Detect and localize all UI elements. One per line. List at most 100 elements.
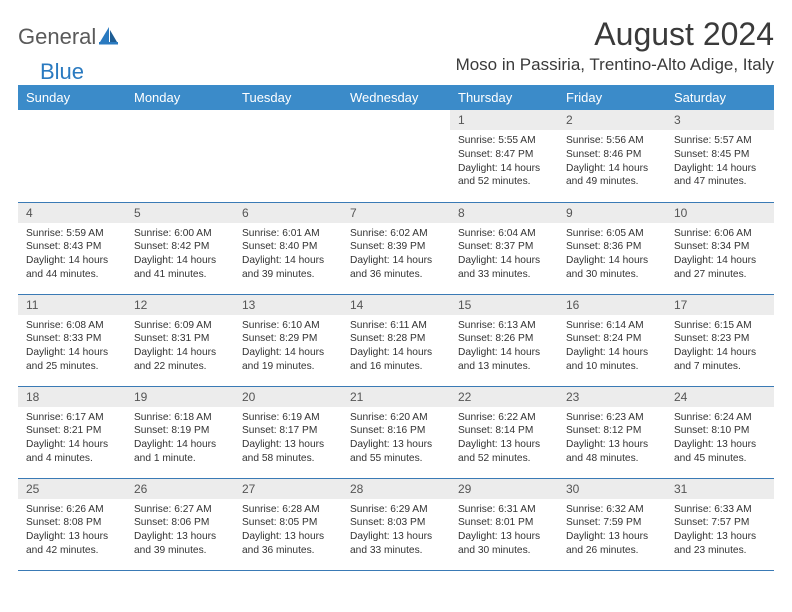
sunset-line: Sunset: 8:45 PM (674, 148, 766, 162)
sunrise-line: Sunrise: 6:02 AM (350, 227, 442, 241)
day-details: Sunrise: 6:18 AMSunset: 8:19 PMDaylight:… (126, 407, 234, 470)
weekday-thursday: Thursday (450, 85, 558, 110)
sunset-line: Sunset: 8:36 PM (566, 240, 658, 254)
daylight-line: Daylight: 14 hours and 52 minutes. (458, 162, 550, 190)
sunset-line: Sunset: 8:08 PM (26, 516, 118, 530)
logo-text-blue: Blue (40, 59, 84, 85)
calendar-week-row: 11Sunrise: 6:08 AMSunset: 8:33 PMDayligh… (18, 294, 774, 386)
day-details: Sunrise: 5:56 AMSunset: 8:46 PMDaylight:… (558, 130, 666, 193)
month-title: August 2024 (456, 16, 774, 53)
sunset-line: Sunset: 8:47 PM (458, 148, 550, 162)
calendar-cell: 11Sunrise: 6:08 AMSunset: 8:33 PMDayligh… (18, 294, 126, 386)
day-details: Sunrise: 5:59 AMSunset: 8:43 PMDaylight:… (18, 223, 126, 286)
sunrise-line: Sunrise: 6:24 AM (674, 411, 766, 425)
weekday-wednesday: Wednesday (342, 85, 450, 110)
daylight-line: Daylight: 14 hours and 39 minutes. (242, 254, 334, 282)
sunset-line: Sunset: 8:14 PM (458, 424, 550, 438)
empty-day (126, 110, 234, 129)
sunset-line: Sunset: 8:29 PM (242, 332, 334, 346)
calendar-cell: 31Sunrise: 6:33 AMSunset: 7:57 PMDayligh… (666, 478, 774, 570)
calendar-cell: 16Sunrise: 6:14 AMSunset: 8:24 PMDayligh… (558, 294, 666, 386)
sunset-line: Sunset: 8:39 PM (350, 240, 442, 254)
daylight-line: Daylight: 14 hours and 22 minutes. (134, 346, 226, 374)
sunrise-line: Sunrise: 5:55 AM (458, 134, 550, 148)
sunset-line: Sunset: 8:17 PM (242, 424, 334, 438)
calendar-cell: 24 Sunrise: 6:24 AMSunset: 8:10 PMDayligh… (666, 386, 774, 478)
calendar-cell: 8Sunrise: 6:04 AMSunset: 8:37 PMDaylight… (450, 202, 558, 294)
day-details: Sunrise: 5:55 AMSunset: 8:47 PMDaylight:… (450, 130, 558, 193)
day-details: Sunrise: 6:01 AMSunset: 8:40 PMDaylight:… (234, 223, 342, 286)
calendar-cell: 9Sunrise: 6:05 AMSunset: 8:36 PMDaylight… (558, 202, 666, 294)
daylight-line: Daylight: 14 hours and 16 minutes. (350, 346, 442, 374)
calendar-cell: 15Sunrise: 6:13 AMSunset: 8:26 PMDayligh… (450, 294, 558, 386)
day-details: Sunrise: 6:06 AMSunset: 8:34 PMDaylight:… (666, 223, 774, 286)
sunrise-line: Sunrise: 6:01 AM (242, 227, 334, 241)
sunset-line: Sunset: 8:16 PM (350, 424, 442, 438)
calendar-week-row: 25Sunrise: 6:26 AMSunset: 8:08 PMDayligh… (18, 478, 774, 570)
logo-sail-icon (98, 25, 120, 50)
calendar-week-row: 4Sunrise: 5:59 AMSunset: 8:43 PMDaylight… (18, 202, 774, 294)
daylight-line: Daylight: 14 hours and 25 minutes. (26, 346, 118, 374)
sunrise-line: Sunrise: 6:29 AM (350, 503, 442, 517)
day-number: 16 (558, 295, 666, 315)
sunrise-line: Sunrise: 6:14 AM (566, 319, 658, 333)
sunset-line: Sunset: 8:40 PM (242, 240, 334, 254)
daylight-line: Daylight: 14 hours and 36 minutes. (350, 254, 442, 282)
sunrise-line: Sunrise: 6:04 AM (458, 227, 550, 241)
day-number: 23 (558, 387, 666, 407)
weekday-header-row: Sunday Monday Tuesday Wednesday Thursday… (18, 85, 774, 110)
day-number: 6 (234, 203, 342, 223)
sunrise-line: Sunrise: 6:32 AM (566, 503, 658, 517)
day-number: 11 (18, 295, 126, 315)
daylight-line: Daylight: 14 hours and 44 minutes. (26, 254, 118, 282)
day-details: Sunrise: 5:57 AMSunset: 8:45 PMDaylight:… (666, 130, 774, 193)
calendar-cell: 30Sunrise: 6:32 AMSunset: 7:59 PMDayligh… (558, 478, 666, 570)
calendar-page: General August 2024 Moso in Passiria, Tr… (0, 0, 792, 612)
sunset-line: Sunset: 8:10 PM (674, 424, 766, 438)
sunrise-line: Sunrise: 6:11 AM (350, 319, 442, 333)
daylight-line: Daylight: 14 hours and 41 minutes. (134, 254, 226, 282)
day-number: 7 (342, 203, 450, 223)
daylight-line: Daylight: 13 hours and 23 minutes. (674, 530, 766, 558)
logo: General (18, 24, 120, 50)
calendar-cell: 13Sunrise: 6:10 AMSunset: 8:29 PMDayligh… (234, 294, 342, 386)
calendar-cell (18, 110, 126, 202)
day-details: Sunrise: 6:17 AMSunset: 8:21 PMDaylight:… (18, 407, 126, 470)
day-number: 30 (558, 479, 666, 499)
calendar-cell: 2Sunrise: 5:56 AMSunset: 8:46 PMDaylight… (558, 110, 666, 202)
calendar-cell (342, 110, 450, 202)
daylight-line: Daylight: 13 hours and 30 minutes. (458, 530, 550, 558)
weekday-monday: Monday (126, 85, 234, 110)
day-number: 20 (234, 387, 342, 407)
title-block: August 2024 Moso in Passiria, Trentino-A… (456, 10, 774, 81)
sunrise-line: Sunrise: 6:00 AM (134, 227, 226, 241)
day-number: 22 (450, 387, 558, 407)
calendar-cell: 27Sunrise: 6:28 AMSunset: 8:05 PMDayligh… (234, 478, 342, 570)
sunrise-line: Sunrise: 6:10 AM (242, 319, 334, 333)
empty-day (342, 110, 450, 129)
sunset-line: Sunset: 7:57 PM (674, 516, 766, 530)
day-details: Sunrise: 6:20 AMSunset: 8:16 PMDaylight:… (342, 407, 450, 470)
sunrise-line: Sunrise: 6:27 AM (134, 503, 226, 517)
daylight-line: Daylight: 13 hours and 45 minutes. (674, 438, 766, 466)
calendar-cell: 20Sunrise: 6:19 AMSunset: 8:17 PMDayligh… (234, 386, 342, 478)
empty-day (234, 110, 342, 129)
daylight-line: Daylight: 14 hours and 30 minutes. (566, 254, 658, 282)
calendar-week-row: 1Sunrise: 5:55 AMSunset: 8:47 PMDaylight… (18, 110, 774, 202)
sunrise-line: Sunrise: 6:13 AM (458, 319, 550, 333)
day-number: 26 (126, 479, 234, 499)
sunrise-line: Sunrise: 6:31 AM (458, 503, 550, 517)
sunset-line: Sunset: 8:24 PM (566, 332, 658, 346)
day-details: Sunrise: 6:23 AMSunset: 8:12 PMDaylight:… (558, 407, 666, 470)
day-number: 24 (666, 387, 774, 407)
sunset-line: Sunset: 8:05 PM (242, 516, 334, 530)
sunset-line: Sunset: 8:37 PM (458, 240, 550, 254)
daylight-line: Daylight: 13 hours and 58 minutes. (242, 438, 334, 466)
calendar-cell: 29Sunrise: 6:31 AMSunset: 8:01 PMDayligh… (450, 478, 558, 570)
sunrise-line: Sunrise: 6:26 AM (26, 503, 118, 517)
sunset-line: Sunset: 8:12 PM (566, 424, 658, 438)
logo-text-general: General (18, 24, 96, 50)
sunset-line: Sunset: 8:03 PM (350, 516, 442, 530)
sunset-line: Sunset: 8:42 PM (134, 240, 226, 254)
day-number: 29 (450, 479, 558, 499)
